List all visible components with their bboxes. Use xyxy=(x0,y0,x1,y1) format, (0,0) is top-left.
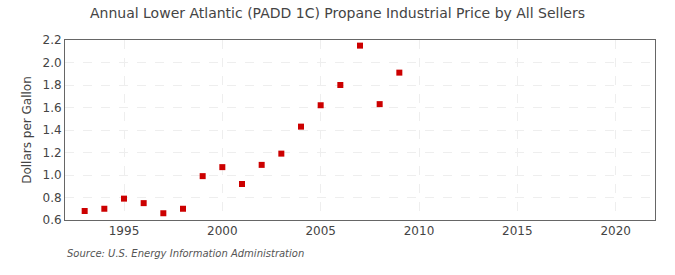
svg-text:1.4: 1.4 xyxy=(43,123,62,137)
svg-text:1.8: 1.8 xyxy=(43,78,62,92)
svg-text:0.8: 0.8 xyxy=(43,191,62,205)
svg-text:2.0: 2.0 xyxy=(43,56,62,70)
svg-text:1995: 1995 xyxy=(109,224,140,238)
svg-text:2020: 2020 xyxy=(600,224,631,238)
svg-text:1.6: 1.6 xyxy=(43,101,62,115)
svg-text:2000: 2000 xyxy=(207,224,238,238)
svg-text:2005: 2005 xyxy=(305,224,336,238)
svg-text:Annual Lower Atlantic (PADD 1C: Annual Lower Atlantic (PADD 1C) Propane … xyxy=(90,5,585,21)
svg-text:0.6: 0.6 xyxy=(43,213,62,227)
svg-text:1.2: 1.2 xyxy=(43,146,62,160)
svg-text:Source: U.S. Energy Informatio: Source: U.S. Energy Information Administ… xyxy=(67,248,304,259)
svg-text:2010: 2010 xyxy=(404,224,435,238)
svg-text:2015: 2015 xyxy=(502,224,533,238)
svg-text:2.2: 2.2 xyxy=(43,33,62,47)
svg-text:1.0: 1.0 xyxy=(43,168,62,182)
svg-text:Dollars per Gallon: Dollars per Gallon xyxy=(20,76,34,184)
